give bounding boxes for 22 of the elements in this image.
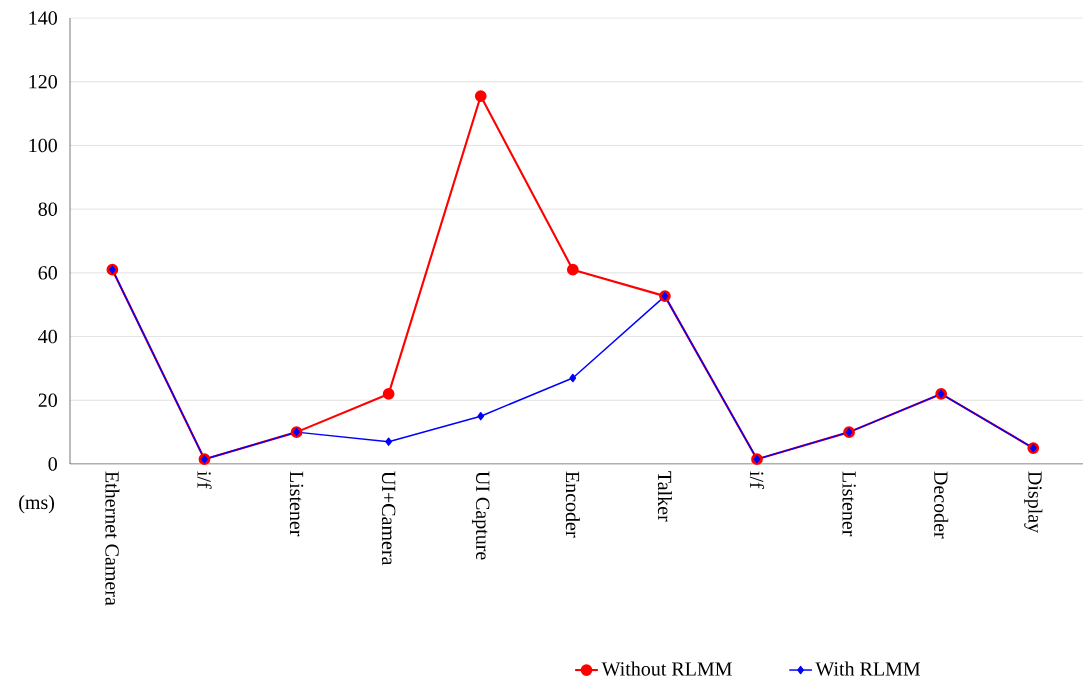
x-tick-label: Display — [1024, 471, 1043, 534]
y-tick-label: 20 — [38, 393, 57, 408]
x-tick-label: Listener — [289, 471, 304, 537]
y-axis-title: (ms) — [19, 495, 55, 514]
x-tick-label: Decoder — [934, 471, 949, 539]
y-tick-label: 80 — [38, 202, 57, 216]
legend-label: Without RLMM — [601, 661, 732, 676]
y-tick-label: 40 — [38, 329, 57, 344]
legend-label: With RLMM — [815, 661, 921, 676]
y-tick-label: 0 — [48, 457, 57, 471]
y-tick-label: 140 — [29, 11, 57, 25]
y-tick-label: 100 — [29, 138, 57, 153]
y-tick-label: 60 — [38, 266, 57, 280]
y-tick-label: 120 — [29, 74, 57, 89]
x-tick-label: UI Capture — [471, 471, 490, 560]
x-tick-label: i/f — [197, 471, 212, 489]
x-tick-label: UI+Camera — [381, 471, 396, 566]
x-tick-label: Ethernet Camera — [105, 471, 120, 606]
x-tick-label: Listener — [842, 471, 856, 537]
x-tick-label: Talker — [657, 471, 672, 522]
x-tick-label: i/f — [749, 471, 765, 489]
x-tick-label: Encoder — [565, 471, 580, 538]
